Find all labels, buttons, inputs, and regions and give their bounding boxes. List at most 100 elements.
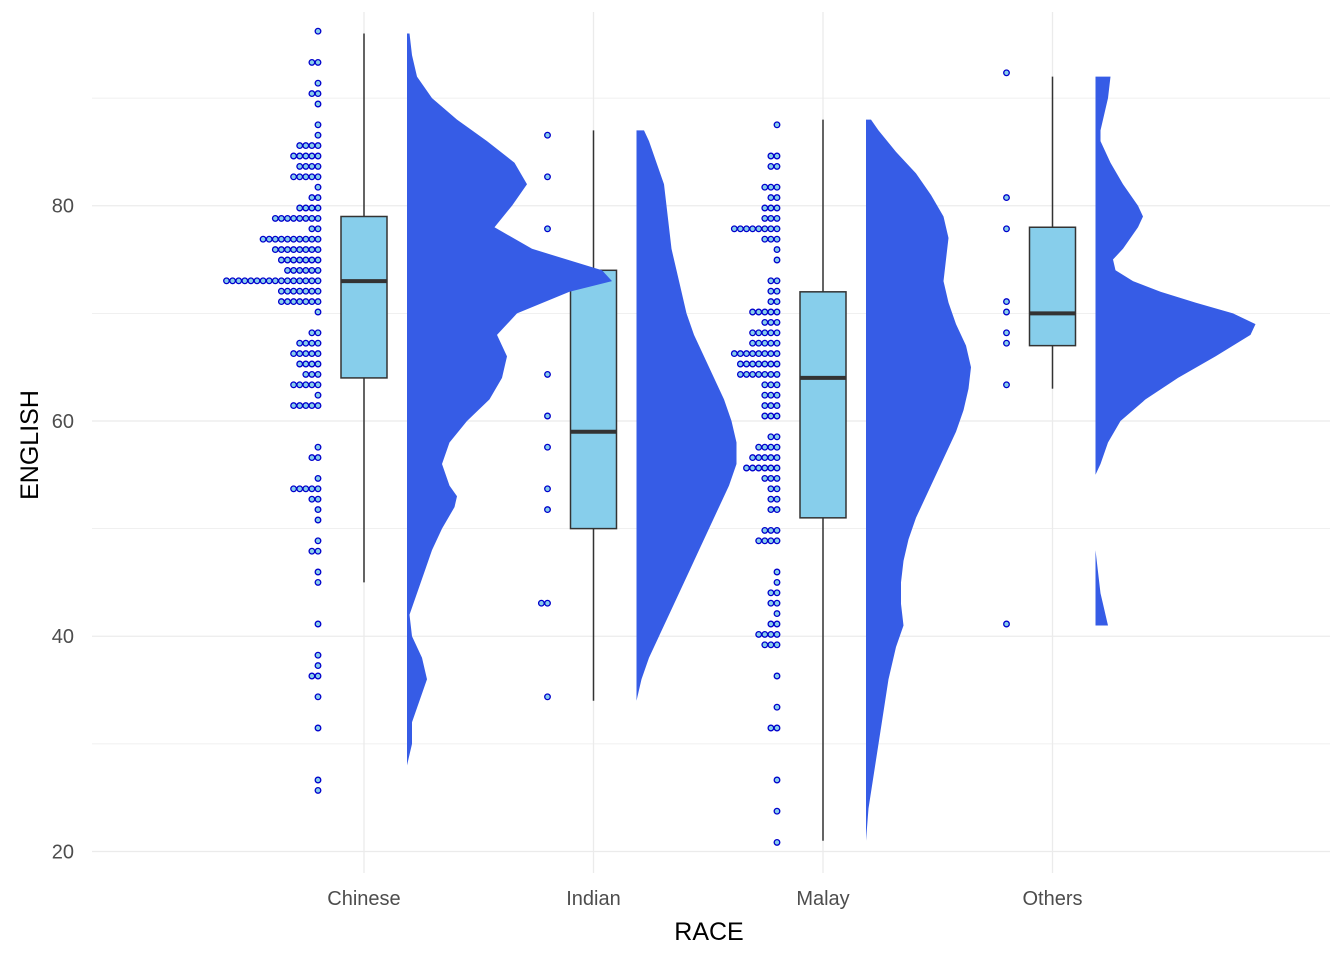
data-point: [773, 246, 781, 254]
data-point: [767, 360, 775, 368]
data-point: [302, 173, 310, 181]
data-point: [761, 308, 769, 316]
data-point: [761, 235, 769, 243]
data-point: [1003, 620, 1010, 628]
data-point: [755, 370, 763, 378]
data-point: [767, 495, 775, 503]
data-point: [277, 235, 285, 243]
data-point: [308, 360, 316, 368]
data-point: [308, 235, 316, 243]
data-point: [296, 162, 304, 170]
data-point: [761, 464, 769, 472]
data-point: [761, 412, 769, 420]
data-point: [290, 173, 298, 181]
data-point: [308, 381, 316, 389]
data-point: [290, 381, 298, 389]
data-point: [773, 589, 781, 597]
data-point: [773, 672, 781, 680]
data-point: [767, 225, 775, 233]
data-point: [761, 329, 769, 337]
data-point: [290, 277, 298, 285]
data-point: [314, 329, 322, 337]
data-point: [284, 298, 291, 306]
data-point: [277, 256, 285, 264]
data-point: [544, 131, 551, 139]
data-point: [755, 225, 763, 233]
data-point: [1003, 381, 1010, 389]
data-point: [761, 454, 769, 462]
data-point: [277, 287, 285, 295]
data-point: [761, 526, 769, 534]
data-point: [773, 433, 781, 441]
data-point: [755, 308, 763, 316]
data-point: [773, 630, 781, 638]
data-point: [730, 225, 738, 233]
data-point: [767, 298, 775, 306]
data-point: [314, 350, 322, 358]
data-point: [290, 402, 298, 410]
data-point: [773, 381, 781, 389]
data-point: [296, 298, 304, 306]
data-point: [290, 152, 298, 160]
data-point: [767, 443, 775, 451]
data-point: [308, 142, 316, 150]
data-point: [284, 287, 291, 295]
data-point: [314, 277, 322, 285]
data-point: [290, 485, 298, 493]
data-point: [773, 610, 781, 618]
data-point: [302, 162, 310, 170]
data-point: [314, 454, 322, 462]
data-point: [284, 256, 291, 264]
x-axis-ticks: Chinese Indian Malay Others: [327, 888, 1082, 910]
data-point: [314, 58, 322, 66]
data-point: [308, 214, 316, 222]
data-point: [773, 724, 781, 732]
data-point: [314, 578, 322, 586]
data-point: [308, 287, 316, 295]
data-point: [302, 246, 310, 254]
data-point: [755, 443, 763, 451]
data-point: [773, 537, 781, 545]
data-point: [544, 225, 551, 233]
data-point: [265, 277, 273, 285]
data-point: [767, 370, 775, 378]
data-point: [314, 79, 322, 87]
data-point: [767, 537, 775, 545]
data-point: [761, 350, 769, 358]
data-point: [296, 339, 304, 347]
data-point: [755, 339, 763, 347]
data-point: [284, 246, 291, 254]
x-axis-title: RACE: [674, 918, 743, 946]
data-point: [314, 173, 322, 181]
data-point: [314, 506, 322, 514]
data-point: [314, 724, 322, 732]
data-point: [767, 412, 775, 420]
data-point: [314, 360, 322, 368]
data-point: [544, 599, 551, 607]
data-point: [296, 246, 304, 254]
data-point: [773, 620, 781, 628]
data-point: [755, 329, 763, 337]
data-point: [773, 339, 781, 347]
data-point: [730, 350, 738, 358]
data-point: [767, 620, 775, 628]
data-point: [767, 183, 775, 191]
data-point: [544, 693, 551, 701]
data-point: [271, 277, 279, 285]
data-point: [314, 651, 322, 659]
data-point: [290, 287, 298, 295]
data-point: [761, 370, 769, 378]
data-point: [767, 433, 775, 441]
data-point: [767, 162, 775, 170]
data-point: [277, 246, 285, 254]
data-point: [767, 214, 775, 222]
data-point: [302, 204, 310, 212]
density-cloud: [866, 119, 971, 841]
data-point: [736, 360, 744, 368]
x-tick-label: Chinese: [327, 888, 400, 910]
data-point: [265, 235, 273, 243]
data-point: [773, 183, 781, 191]
data-point: [544, 412, 551, 420]
data-point: [296, 360, 304, 368]
data-point: [537, 599, 545, 607]
